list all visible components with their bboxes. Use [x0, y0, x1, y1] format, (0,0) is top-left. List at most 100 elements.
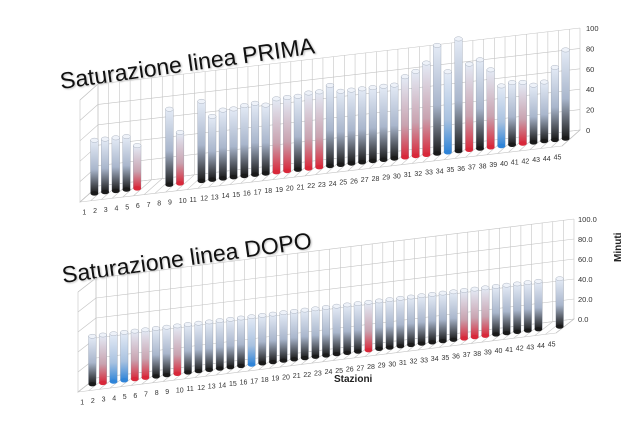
dopo-x-tick-label: 25	[335, 368, 343, 375]
dopo-y-tick-label: 80.0	[578, 235, 593, 244]
prima-x-tick-label: 19	[275, 187, 283, 194]
dopo-x-tick-label: 31	[399, 360, 407, 367]
prima-y-tick-label: 40	[586, 85, 594, 94]
dopo-x-axis-label: Stazioni	[334, 374, 373, 385]
prima-bar	[475, 57, 485, 151]
dopo-bar	[205, 319, 214, 372]
dopo-bar	[258, 313, 267, 366]
dopo-bar	[173, 323, 182, 376]
dopo-bar	[396, 295, 405, 349]
prima-x-tick-label: 25	[339, 180, 347, 187]
dopo-bar	[523, 280, 532, 333]
dopo-y-tick-label: 60.0	[578, 255, 593, 264]
dopo-bars	[88, 276, 564, 387]
prima-y-tick-label: 100	[586, 24, 599, 33]
dopo-bar	[428, 292, 437, 345]
dopo-y-tick-label: 0.0	[578, 315, 588, 324]
prima-bar	[443, 69, 452, 155]
prima-x-tick-label: 18	[264, 188, 272, 195]
prima-x-tick-label: 2	[93, 208, 97, 215]
dopo-x-tick-label: 28	[367, 364, 375, 371]
dopo-bar	[162, 324, 171, 378]
dopo-bar	[449, 289, 458, 342]
dopo-y-tick-label: 40.0	[578, 275, 593, 284]
prima-x-tick-label: 26	[350, 178, 358, 185]
dopo-y-tick-label: 100.0	[578, 215, 597, 224]
prima-y-tick-label: 80	[586, 44, 594, 53]
dopo-x-tick-label: 30	[388, 361, 396, 368]
dopo-x-tick-label: 21	[293, 373, 301, 380]
dopo-bar	[290, 309, 299, 362]
prima-x-tick-label: 39	[489, 162, 497, 169]
prima-x-tick-label: 6	[136, 203, 140, 210]
prima-x-tick-label: 24	[329, 181, 337, 188]
dopo-x-tick-label: 9	[165, 389, 169, 396]
prima-x-tick-label: 17	[254, 190, 262, 197]
dopo-bar	[151, 326, 160, 379]
prima-bar	[272, 96, 281, 175]
dopo-bar	[226, 316, 235, 370]
dopo-bar	[215, 318, 224, 371]
dopo-bar	[120, 330, 129, 383]
prima-x-tick-label: 7	[147, 202, 151, 209]
prima-bar	[561, 47, 570, 141]
dopo-x-tick-label: 15	[229, 381, 237, 388]
prima-bar	[540, 79, 549, 144]
prima-y-tick-label: 60	[586, 65, 594, 74]
prima-bar	[261, 102, 270, 176]
dopo-x-tick-label: 44	[537, 343, 545, 350]
prima-x-tick-label: 15	[232, 192, 240, 199]
prima-x-tick-label: 9	[168, 199, 172, 206]
dopo-bar	[343, 302, 352, 355]
prima-bar	[400, 74, 410, 160]
dopo-bar	[502, 282, 511, 336]
prima-x-tick-label: 14	[222, 193, 230, 200]
prima-x-tick-label: 4	[115, 206, 119, 213]
prima-bar	[465, 61, 474, 152]
dopo-bar	[375, 298, 384, 351]
prima-bar	[411, 69, 420, 159]
prima-x-tick-label: 16	[243, 191, 251, 198]
prima-x-tick-label: 1	[82, 209, 86, 216]
dopo-x-tick-label: 40	[495, 348, 503, 355]
dopo-x-tick-label: 4	[112, 395, 116, 402]
prima-bar	[507, 80, 517, 147]
dopo-x-tick-label: 10	[176, 388, 184, 395]
prima-bar	[390, 82, 399, 161]
dopo-x-tick-label: 45	[548, 342, 556, 349]
dopo-bar	[322, 305, 331, 358]
dopo-x-tick-label: 39	[484, 350, 492, 357]
dopo-y-tick-label: 20.0	[578, 295, 593, 304]
prima-x-tick-label: 34	[436, 168, 444, 175]
prima-x-tick-label: 28	[372, 176, 380, 183]
dopo-bar	[438, 290, 447, 344]
prima-bar	[283, 95, 292, 174]
dopo-bar	[268, 311, 277, 365]
prima-x-tick-label: 36	[457, 166, 465, 173]
prima-bar	[197, 99, 206, 184]
dopo-x-tick-label: 29	[378, 363, 386, 370]
dopo-x-tick-label: 32	[410, 359, 418, 366]
prima-x-tick-label: 35	[447, 167, 455, 174]
dopo-x-tick-label: 16	[240, 380, 248, 387]
dopo-x-tick-label: 19	[272, 376, 280, 383]
prima-bar	[550, 65, 560, 143]
dopo-x-tick-label: 22	[303, 372, 311, 379]
dopo-x-tick-label: 42	[516, 346, 524, 353]
dopo-x-tick-label: 11	[187, 386, 194, 393]
dopo-x-tick-label: 6	[133, 393, 137, 400]
prima-bar	[90, 137, 99, 196]
prima-bar	[175, 129, 185, 186]
dopo-bar	[130, 328, 139, 382]
prima-bar	[133, 143, 142, 191]
prima-x-tick-label: 32	[414, 171, 422, 178]
prima-bar	[122, 134, 131, 192]
dopo-x-tick-label: 18	[261, 377, 269, 384]
prima-bar	[240, 103, 249, 179]
dopo-bar	[279, 310, 288, 363]
dopo-bar	[513, 281, 522, 334]
prima-bar	[422, 60, 431, 157]
prima-x-tick-label: 42	[522, 158, 530, 165]
